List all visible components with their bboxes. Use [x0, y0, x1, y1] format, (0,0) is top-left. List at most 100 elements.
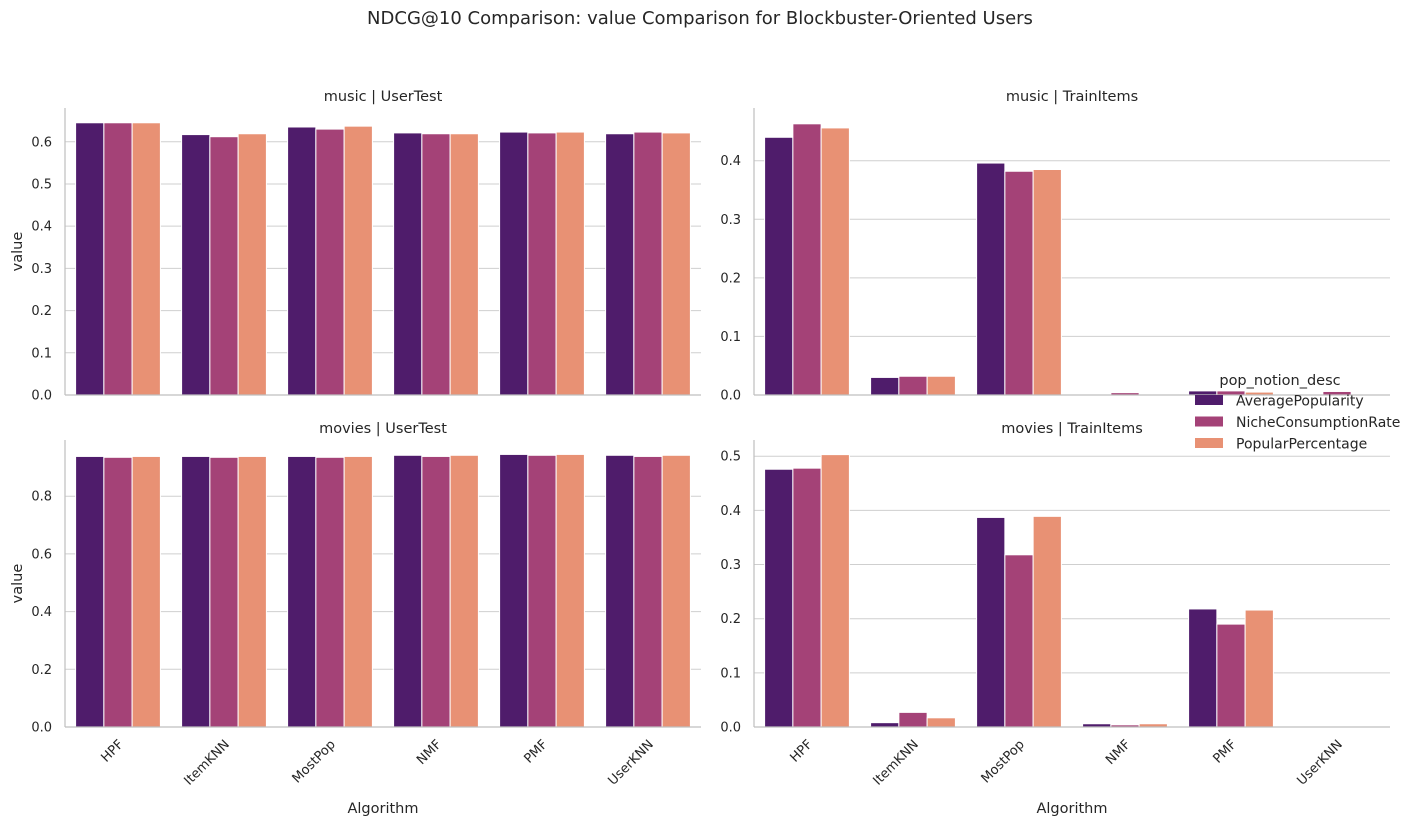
bar [527, 454, 557, 728]
chart-panel: 0.0 0.1 0.2 0.3 0.4 0.5 movies | TrainItems HPF… [720, 421, 1390, 817]
y-axis-label: value [10, 564, 26, 604]
bar [555, 131, 585, 396]
y-tick-label: 0.3 [31, 262, 52, 277]
legend-label: NicheConsumptionRate [1236, 415, 1400, 431]
bar [870, 376, 900, 396]
bar [287, 126, 317, 396]
bar [792, 123, 822, 396]
y-tick-label: 0.3 [720, 213, 741, 228]
y-tick-label: 0.6 [31, 135, 52, 150]
y-tick-label: 0.6 [31, 547, 52, 562]
chart-panel: 0.0 0.1 0.2 0.3 0.4 0.5 0.6 music | UserTest val… [10, 89, 701, 404]
bar [343, 125, 373, 396]
y-tick-label: 0.5 [720, 450, 741, 465]
x-axis-label: Algorithm [1036, 801, 1107, 817]
y-tick-label: 0.2 [31, 663, 52, 678]
bar [633, 131, 663, 396]
x-axis-label: Algorithm [347, 801, 418, 817]
bar [898, 375, 928, 396]
bar [820, 454, 850, 728]
bar [976, 516, 1006, 728]
bar [661, 132, 691, 396]
chart-panel: 0.0 0.2 0.4 0.6 0.8 movies | UserTest value HPF… [10, 421, 701, 817]
y-tick-label: 0.8 [31, 490, 52, 505]
bar [131, 455, 161, 728]
bar [287, 455, 317, 728]
bar [181, 134, 211, 396]
bar [393, 454, 423, 728]
bar [1032, 515, 1062, 728]
x-tick-label: HPF [787, 737, 815, 765]
bar [181, 455, 211, 728]
y-tick-label: 0.4 [31, 605, 52, 620]
y-tick-label: 0.2 [31, 304, 52, 319]
panel-title: movies | TrainItems [1001, 421, 1143, 437]
bar [1188, 608, 1218, 728]
legend-label: AveragePopularity [1236, 394, 1364, 410]
bar [209, 456, 239, 728]
bar [605, 454, 635, 728]
bar [820, 127, 850, 396]
bar [898, 711, 928, 728]
bar [449, 454, 479, 728]
bar [1216, 623, 1246, 728]
bar [633, 455, 663, 728]
bar [75, 455, 105, 728]
legend-swatch [1195, 416, 1223, 427]
bar [103, 456, 133, 728]
y-tick-label: 0.4 [31, 220, 52, 235]
bar [527, 132, 557, 396]
x-tick-label: ItemKNN [871, 737, 922, 788]
x-tick-label: NMF [1103, 737, 1134, 768]
bar [555, 453, 585, 728]
x-tick-label: NMF [414, 737, 445, 768]
y-axis-label: value [10, 232, 26, 272]
bar [103, 122, 133, 396]
x-tick-label: PMF [521, 737, 550, 766]
y-tick-label: 0.4 [720, 154, 741, 169]
x-tick-label: HPF [98, 737, 126, 765]
panel-title: movies | UserTest [319, 421, 447, 437]
bar [1188, 390, 1218, 396]
y-tick-label: 0.2 [720, 271, 741, 286]
legend-item: NicheConsumptionRate [1195, 415, 1400, 431]
y-tick-label: 0.0 [31, 721, 52, 736]
chart-suptitle: NDCG@10 Comparison: value Comparison for… [367, 8, 1033, 29]
legend-item: PopularPercentage [1195, 437, 1367, 453]
legend-title: pop_notion_desc [1219, 373, 1340, 389]
y-tick-label: 0.4 [720, 504, 741, 519]
bar [315, 456, 345, 728]
bar [315, 128, 345, 396]
x-tick-label: UserKNN [605, 737, 656, 788]
bar [976, 162, 1006, 396]
y-tick-label: 0.0 [720, 721, 741, 736]
bar [605, 133, 635, 396]
y-tick-label: 0.1 [720, 330, 741, 345]
bar [449, 133, 479, 396]
bar [237, 133, 267, 396]
panel-title: music | TrainItems [1006, 89, 1138, 105]
x-tick-label: ItemKNN [182, 737, 233, 788]
bar [870, 722, 900, 728]
y-tick-label: 0.5 [31, 177, 52, 192]
bar [792, 467, 822, 728]
x-tick-label: MostPop [979, 737, 1028, 786]
bar [764, 136, 794, 396]
y-tick-label: 0.0 [31, 389, 52, 404]
y-tick-label: 0.0 [720, 389, 741, 404]
panel-title: music | UserTest [324, 89, 443, 105]
bar [343, 455, 373, 728]
y-tick-label: 0.1 [31, 346, 52, 361]
bar [926, 717, 956, 728]
bar [393, 132, 423, 396]
legend-label: PopularPercentage [1236, 437, 1367, 453]
y-tick-label: 0.2 [720, 612, 741, 627]
bar [764, 468, 794, 728]
y-tick-label: 0.1 [720, 666, 741, 681]
bar [499, 453, 529, 728]
bar [1004, 554, 1034, 728]
x-tick-label: UserKNN [1294, 737, 1345, 788]
bar [421, 133, 451, 396]
bar [421, 455, 451, 728]
